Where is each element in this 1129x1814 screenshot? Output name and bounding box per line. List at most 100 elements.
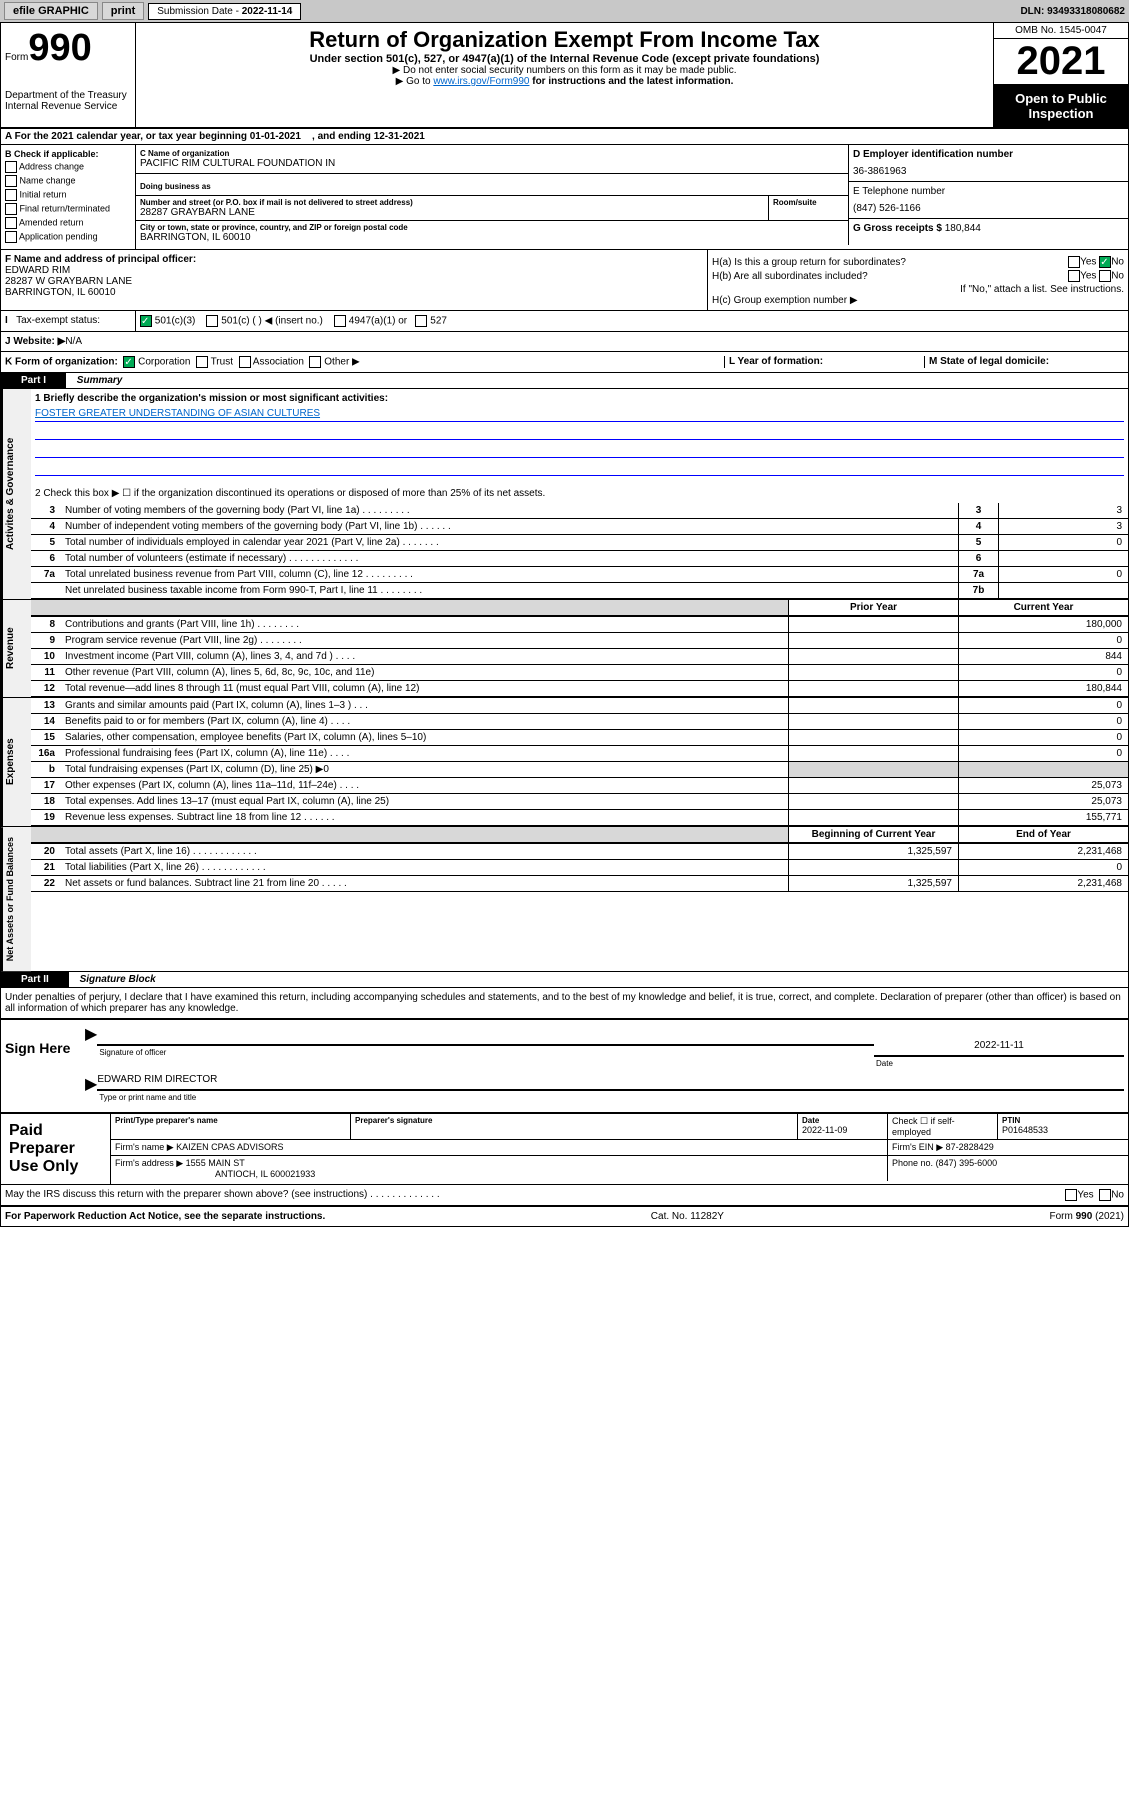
section-b-label: B Check if applicable: [5, 149, 99, 159]
paid-preparer-table: Paid Preparer Use Only Print/Type prepar… [1, 1112, 1128, 1184]
form-ref: Form 990 (2021) [1050, 1211, 1124, 1222]
line-item: 22Net assets or fund balances. Subtract … [31, 876, 1128, 892]
check-amended[interactable]: Amended return [5, 217, 131, 229]
part1-header-row: Part I Summary [1, 373, 1128, 389]
section-g: G Gross receipts $ 180,844 [849, 219, 1128, 238]
irs-link[interactable]: www.irs.gov/Form990 [433, 76, 529, 87]
line2: 2 Check this box ▶ ☐ if the organization… [31, 484, 1128, 503]
section-h: H(a) Is this a group return for subordin… [708, 250, 1128, 310]
submission-box: Submission Date - 2022-11-14 [148, 3, 301, 20]
part1-label: Part I [1, 373, 66, 388]
header-left: Form990 Department of the Treasury Inter… [1, 23, 136, 127]
irs-discuss-row: May the IRS discuss this return with the… [1, 1184, 1128, 1207]
form-subtitle: Under section 501(c), 527, or 4947(a)(1)… [156, 53, 973, 65]
tax-status-row: I Tax-exempt status: 501(c)(3) 501(c) ( … [1, 311, 1128, 332]
form-990: Form990 Department of the Treasury Inter… [0, 22, 1129, 1227]
form-title: Return of Organization Exempt From Incom… [156, 27, 973, 53]
line-item: 3Number of voting members of the governi… [31, 503, 1128, 519]
side-governance: Activites & Governance [1, 389, 31, 599]
side-expenses: Expenses [1, 698, 31, 826]
line-item: 10Investment income (Part VIII, column (… [31, 649, 1128, 665]
line-item: 11Other revenue (Part VIII, column (A), … [31, 665, 1128, 681]
city-row: City or town, state or province, country… [136, 221, 848, 245]
top-toolbar: efile GRAPHIC print Submission Date - 20… [0, 0, 1129, 22]
tax-year: 2021 [994, 39, 1128, 85]
klm-row: K Form of organization: Corporation Trus… [1, 352, 1128, 373]
prep-name-col: Print/Type preparer's name [111, 1114, 351, 1139]
section-k: K Form of organization: Corporation Trus… [5, 356, 724, 368]
end-year-header: End of Year [958, 827, 1128, 842]
check-527[interactable] [415, 315, 427, 327]
website-label: J Website: ▶ [5, 336, 65, 347]
check-pending[interactable]: Application pending [5, 231, 131, 243]
section-b: B Check if applicable: Address change Na… [1, 145, 136, 249]
street-address: 28287 GRAYBARN LANE [140, 207, 764, 218]
check-trust[interactable] [196, 356, 208, 368]
declaration-text: Under penalties of perjury, I declare th… [1, 988, 1128, 1020]
section-cdefg: C Name of organization PACIFIC RIM CULTU… [136, 145, 1128, 249]
line-item: 8Contributions and grants (Part VIII, li… [31, 617, 1128, 633]
firm-phone-row: Phone no. (847) 395-6000 [888, 1156, 1128, 1181]
check-name-change[interactable]: Name change [5, 175, 131, 187]
hb-note: If "No," attach a list. See instructions… [712, 284, 1124, 295]
line-item: 21Total liabilities (Part X, line 26) . … [31, 860, 1128, 876]
sign-here-row: Sign Here ▶ Signature of officer 2022-11… [1, 1020, 1128, 1112]
print-button[interactable]: print [102, 2, 144, 20]
expenses-section: Expenses 13Grants and similar amounts pa… [1, 698, 1128, 827]
street-row: Number and street (or P.O. box if mail i… [136, 196, 848, 221]
firm-ein-row: Firm's EIN ▶ 87-2828429 [888, 1140, 1128, 1155]
check-final-return[interactable]: Final return/terminated [5, 203, 131, 215]
check-4947[interactable] [334, 315, 346, 327]
irs-discuss-no[interactable] [1099, 1189, 1111, 1201]
section-de: D Employer identification number 36-3861… [848, 145, 1128, 245]
website-row: J Website: ▶ N/A [1, 332, 1128, 352]
line-item: 7aTotal unrelated business revenue from … [31, 567, 1128, 583]
prep-sig-col: Preparer's signature [351, 1114, 798, 1139]
line-item: 14Benefits paid to or for members (Part … [31, 714, 1128, 730]
part2-title: Signature Block [72, 972, 164, 987]
section-bcde-row: B Check if applicable: Address change Na… [1, 145, 1128, 250]
section-f: F Name and address of principal officer:… [1, 250, 708, 310]
line-item: 19Revenue less expenses. Subtract line 1… [31, 810, 1128, 826]
section-m: M State of legal domicile: [924, 356, 1124, 368]
prep-check-col: Check ☐ if self-employed [888, 1114, 998, 1139]
check-association[interactable] [239, 356, 251, 368]
header-right: OMB No. 1545-0047 2021 Open to Public In… [993, 23, 1128, 127]
cat-number: Cat. No. 11282Y [651, 1211, 724, 1222]
check-address-change[interactable]: Address change [5, 161, 131, 173]
check-501c[interactable] [206, 315, 218, 327]
line-item: bTotal fundraising expenses (Part IX, co… [31, 762, 1128, 778]
begin-year-header: Beginning of Current Year [788, 827, 958, 842]
check-corporation[interactable] [123, 356, 135, 368]
check-initial-return[interactable]: Initial return [5, 189, 131, 201]
officer-addr2: BARRINGTON, IL 60010 [5, 287, 703, 298]
telephone: (847) 526-1166 [853, 203, 1124, 214]
form-label: Form990 [5, 27, 131, 70]
section-e: E Telephone number (847) 526-1166 [849, 182, 1128, 219]
note-ssn: ▶ Do not enter social security numbers o… [156, 65, 973, 76]
check-501c3[interactable] [140, 315, 152, 327]
org-name: PACIFIC RIM CULTURAL FOUNDATION IN [140, 158, 844, 169]
sign-arrow-icon-2: ▶ [85, 1074, 97, 1108]
paperwork-notice: For Paperwork Reduction Act Notice, see … [5, 1211, 325, 1222]
officer-name: EDWARD RIM [5, 265, 703, 276]
check-other[interactable] [309, 356, 321, 368]
line-item: 18Total expenses. Add lines 13–17 (must … [31, 794, 1128, 810]
open-public-banner: Open to Public Inspection [994, 85, 1128, 127]
line-item: 20Total assets (Part X, line 16) . . . .… [31, 844, 1128, 860]
part2-header-row: Part II Signature Block [1, 972, 1128, 988]
line-item: 17Other expenses (Part IX, column (A), l… [31, 778, 1128, 794]
ein: 36-3861963 [853, 166, 1124, 177]
line-item: 4Number of independent voting members of… [31, 519, 1128, 535]
city-state-zip: BARRINGTON, IL 60010 [140, 232, 844, 243]
section-fh-row: F Name and address of principal officer:… [1, 250, 1128, 311]
sign-here-label: Sign Here [1, 1020, 81, 1112]
irs-discuss-yes[interactable] [1065, 1189, 1077, 1201]
officer-typed: EDWARD RIM DIRECTOR [97, 1074, 1124, 1085]
firm-name-row: Firm's name ▶ KAIZEN CPAS ADVISORS [111, 1140, 888, 1155]
dba-row: Doing business as [136, 174, 848, 196]
current-year-header: Current Year [958, 600, 1128, 615]
side-revenue: Revenue [1, 600, 31, 697]
efile-graphic-label: efile GRAPHIC [4, 2, 98, 20]
line-item: 6Total number of volunteers (estimate if… [31, 551, 1128, 567]
